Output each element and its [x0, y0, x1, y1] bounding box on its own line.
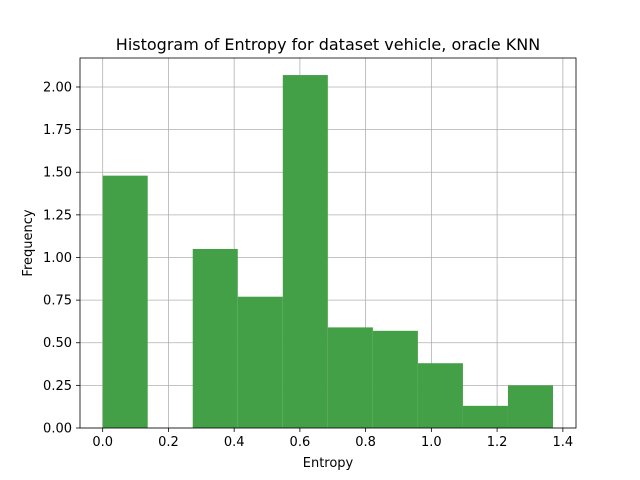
x-tick-label: 1.0: [421, 435, 442, 450]
histogram-bar: [192, 248, 238, 428]
y-axis-label: Frequency: [21, 209, 36, 276]
histogram-bar: [327, 327, 373, 428]
histogram-bar: [102, 175, 148, 428]
x-tick-label: 0.2: [158, 435, 179, 450]
x-tick-label: 1.2: [487, 435, 508, 450]
grid-layer: [80, 58, 576, 429]
x-tick-label: 0.4: [224, 435, 245, 450]
y-tick-label: 1.75: [43, 123, 72, 138]
x-tick-label: 0.6: [290, 435, 311, 450]
histogram-bar: [507, 385, 553, 428]
x-axis-label: Entropy: [303, 456, 354, 471]
y-tick-label: 0.50: [43, 336, 72, 351]
y-tick-label: 0.75: [43, 294, 72, 309]
y-tick-label: 1.50: [43, 166, 72, 181]
y-tick-label: 1.25: [43, 208, 72, 223]
y-tick-label: 0.00: [43, 422, 72, 437]
bars-layer: [102, 75, 553, 428]
x-tick-label: 0.0: [92, 435, 113, 450]
histogram-bar: [462, 405, 508, 428]
plot-frame: [79, 57, 577, 429]
histogram-bar: [417, 363, 463, 428]
x-tick-label: 0.8: [355, 435, 376, 450]
chart-title: Histogram of Entropy for dataset vehicle…: [116, 35, 540, 54]
histogram-bar: [237, 296, 283, 428]
y-tick-label: 1.00: [43, 251, 72, 266]
ticks-layer: 0.0 0.2 0.4 0.6 0.8 1.0 1.2 1.4 0.00 0.25 0.50 0.75…: [43, 80, 573, 450]
x-tick-label: 1.4: [553, 435, 574, 450]
y-tick-label: 2.00: [43, 80, 72, 95]
histogram-bar: [282, 75, 328, 428]
y-tick-label: 0.25: [43, 379, 72, 394]
histogram-bar: [372, 330, 418, 428]
